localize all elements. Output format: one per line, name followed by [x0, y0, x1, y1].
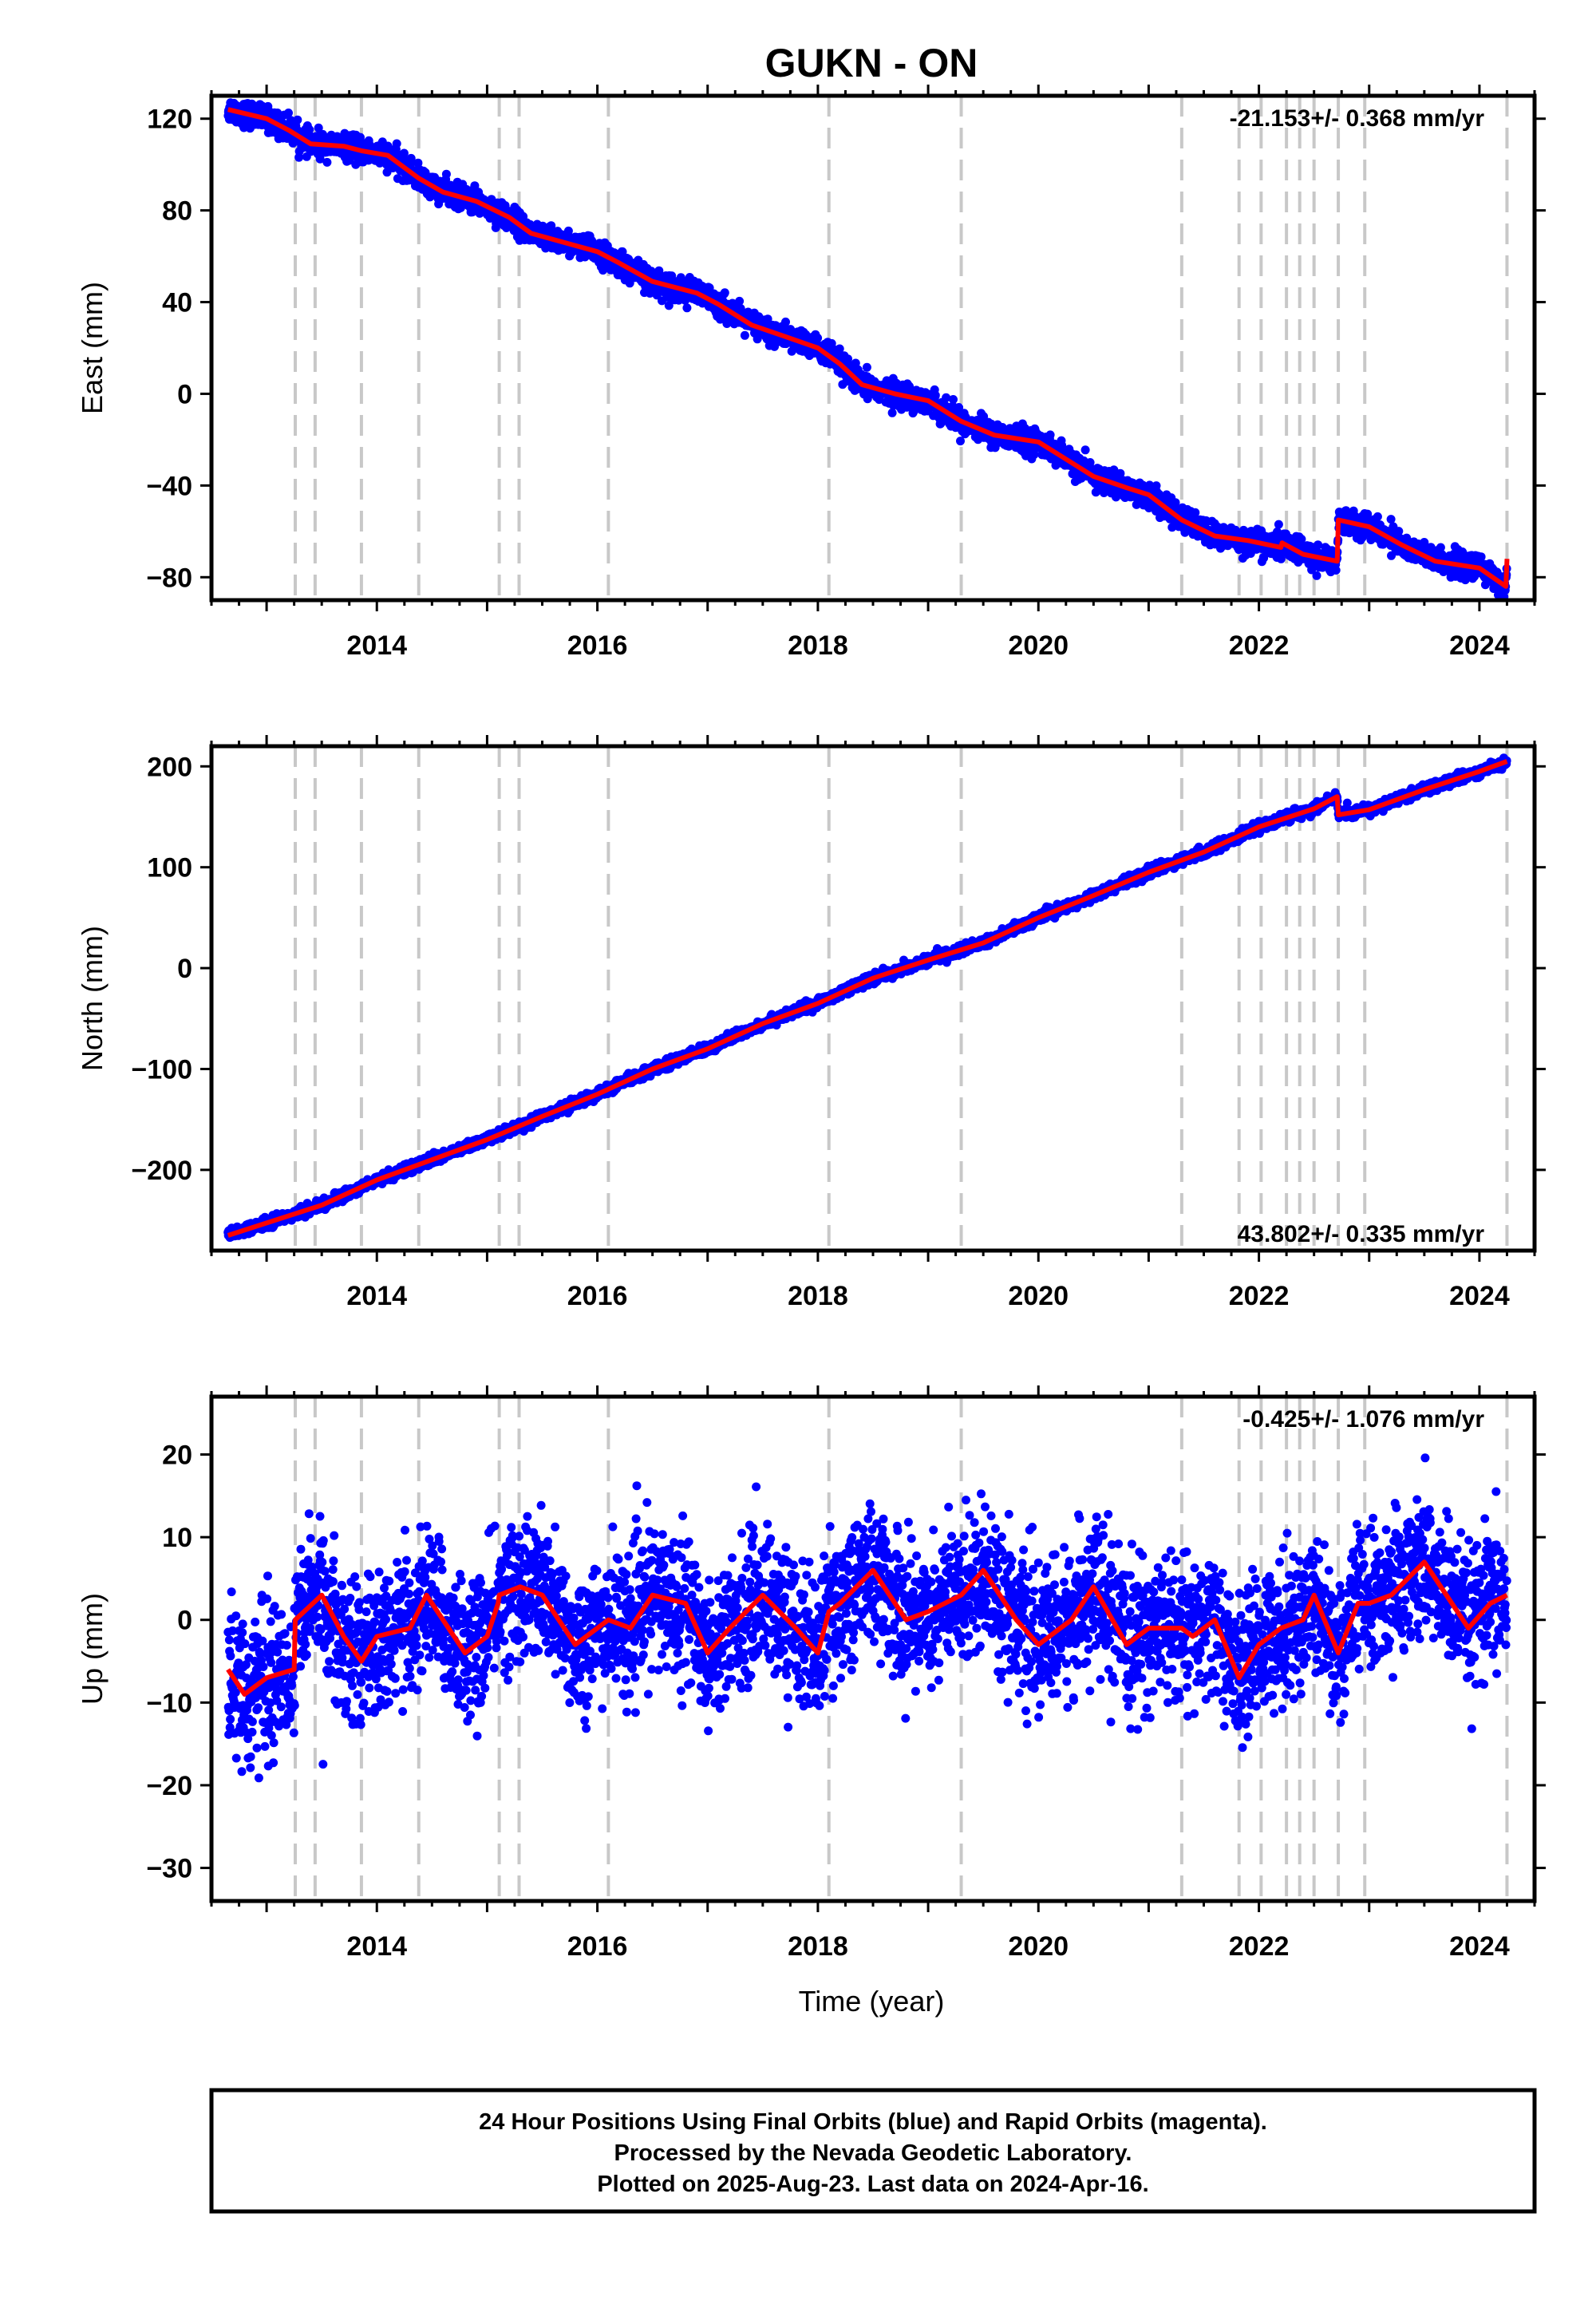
observation-point: [286, 116, 295, 125]
observation-point: [1394, 527, 1404, 536]
observation-point: [563, 226, 573, 235]
observation-point: [392, 139, 401, 148]
observation-point: [1386, 515, 1396, 524]
y-tick-label: 40: [162, 288, 192, 318]
observation-point: [887, 408, 897, 417]
north-panel: 2014 2016 2018 2020 2022 20242001000−100−200N…: [76, 735, 1546, 1311]
model-line: [227, 107, 1510, 589]
x-tick-label: 2014: [346, 630, 407, 661]
observation-point: [1171, 498, 1180, 508]
observation-point: [781, 317, 790, 326]
observation-point: [293, 115, 302, 124]
observation-point: [851, 358, 860, 368]
observation-point: [930, 390, 940, 400]
observation-point: [441, 169, 451, 179]
observation-point: [1297, 535, 1306, 543]
observation-point: [1460, 575, 1470, 585]
rate-label: -21.153+/- 0.368 mm/yr: [1230, 105, 1485, 132]
chart-title: GUKN - ON: [765, 41, 978, 85]
observation-point: [1259, 553, 1269, 563]
observation-point: [1363, 509, 1373, 519]
observation-point: [1273, 527, 1282, 536]
observation-point: [949, 395, 958, 404]
y-tick-label: −40: [146, 471, 192, 501]
observation-point: [1191, 508, 1200, 517]
observation-point: [413, 158, 423, 168]
observation-point: [406, 153, 416, 163]
observation-point: [1312, 571, 1321, 580]
observation-point: [1045, 430, 1055, 440]
observation-point: [956, 437, 965, 446]
y-tick-label: 120: [147, 105, 192, 135]
observation-point: [735, 296, 745, 306]
observation-point: [954, 403, 964, 412]
observation-point: [1116, 468, 1125, 478]
y-tick-label: 0: [177, 379, 192, 409]
east-panel: 2014 2016 2018 2020 2022 2024 120 80 40 0 −40 −80 Ea…: [76, 85, 1546, 661]
observation-point: [1029, 450, 1039, 459]
observation-point: [740, 330, 749, 340]
observation-point: [835, 344, 844, 354]
observation-point: [1314, 540, 1323, 550]
observation-point: [1373, 512, 1382, 521]
x-tick-label: 2022: [1229, 630, 1290, 661]
x-tick-label: 2018: [788, 630, 848, 661]
observation-point: [1387, 551, 1396, 560]
observation-point: [314, 123, 323, 132]
x-tick-label: 2024: [1449, 630, 1510, 661]
observation-point: [470, 181, 480, 191]
observation-point: [618, 247, 627, 256]
observation-point: [720, 288, 729, 298]
observation-points: [223, 753, 1511, 1243]
observation-point: [547, 221, 556, 231]
observation-point: [827, 338, 836, 348]
observation-point: [942, 393, 951, 402]
observation-point: [1436, 543, 1445, 552]
observation-point: [862, 362, 871, 372]
y-tick-label: −80: [146, 563, 192, 593]
x-tick-label: 2016: [567, 630, 628, 661]
observation-point: [322, 157, 332, 167]
observation-point: [1057, 441, 1067, 450]
observation-point: [1331, 566, 1341, 575]
observation-point: [813, 334, 823, 342]
y-axis-label: East (mm): [76, 282, 109, 414]
observation-point: [1307, 565, 1317, 575]
observation-point: [682, 303, 692, 313]
observation-point: [1276, 554, 1286, 563]
observation-point: [763, 314, 772, 324]
observation-point: [399, 148, 409, 158]
observation-point: [284, 109, 293, 117]
x-tick-label: 2020: [1008, 630, 1069, 661]
observation-point: [315, 154, 325, 164]
observation-point: [1080, 445, 1090, 455]
observation-point: [1274, 520, 1283, 529]
y-tick-label: 80: [162, 196, 192, 227]
